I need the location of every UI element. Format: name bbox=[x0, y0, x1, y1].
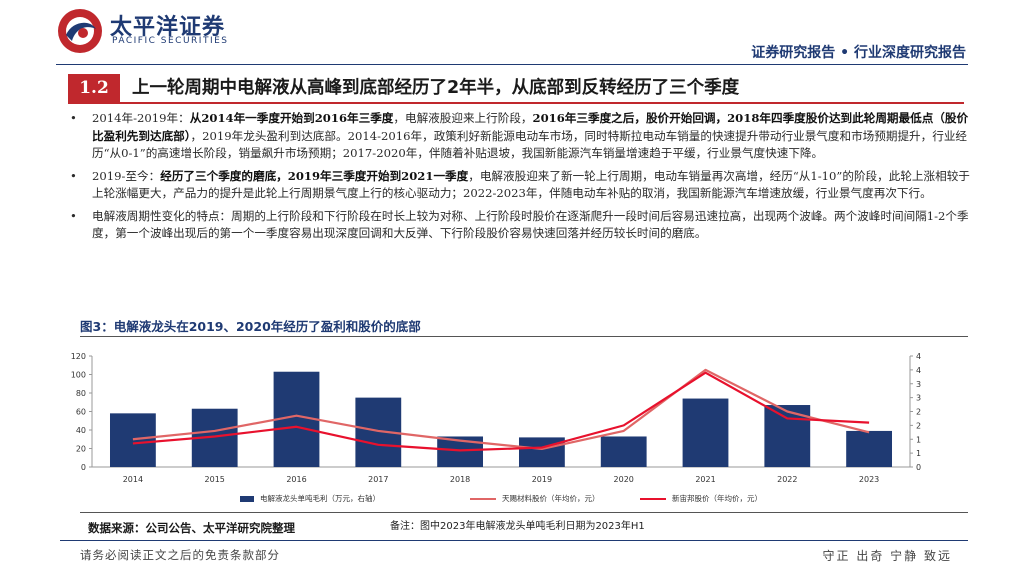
left-tick-label: 0 bbox=[81, 463, 86, 472]
x-tick-label: 2023 bbox=[859, 475, 879, 484]
legend-item: 电解液龙头单吨毛利（万元，右轴） bbox=[240, 493, 380, 504]
section-heading: 1.2 上一轮周期中电解液从高峰到底部经历了2年半，从底部到反转经历了三个季度 bbox=[68, 72, 964, 104]
x-tick-label: 2016 bbox=[286, 475, 306, 484]
section-title: 上一轮周期中电解液从高峰到底部经历了2年半，从底部到反转经历了三个季度 bbox=[132, 78, 740, 98]
bar bbox=[600, 436, 647, 467]
series-line bbox=[132, 368, 870, 451]
bullet-text: 电解液周期性变化的特点：周期的上行阶段和下行阶段在时长上较为对称、上行阶段时股价… bbox=[92, 208, 969, 241]
bar bbox=[764, 405, 811, 467]
bullet-text-bold: 2016年三季度之后，股价开始回调，2018年四季度股价达到此轮周期最低点（股价… bbox=[92, 111, 969, 143]
right-tick-label: 2 bbox=[916, 408, 921, 417]
brand-name-cn: 太平洋证券 bbox=[110, 15, 226, 40]
bullet-text-bold: 经历了三个季度的磨底，2019年三季度开始到2021一季度 bbox=[160, 168, 469, 183]
left-tick-label: 100 bbox=[71, 371, 86, 380]
legend-label: 新宙邦股价（年均价，元） bbox=[672, 494, 762, 503]
x-tick-label: 2014 bbox=[123, 475, 143, 484]
report-type-label: 证券研究报告 • 行业深度研究报告 bbox=[751, 45, 966, 61]
legend-swatch bbox=[240, 495, 254, 502]
data-source: 数据来源：公司公告、太平洋研究院整理 bbox=[88, 521, 295, 535]
legend-swatch bbox=[470, 497, 496, 500]
report-header: 太平洋证券 PACIFIC SECURITIES 证券研究报告 • 行业深度研究… bbox=[0, 0, 1024, 70]
legend-label: 天赐材料股价（年均价，元） bbox=[502, 494, 600, 503]
series-line bbox=[132, 371, 870, 452]
bullet-item: 电解液周期性变化的特点：周期的上行阶段和下行阶段在时长上较为对称、上行阶段时股价… bbox=[60, 208, 978, 243]
figure-caption-divider bbox=[80, 336, 968, 337]
bullet-text: ，电解液股迎来上行阶段， bbox=[393, 111, 533, 125]
right-tick-label: 2 bbox=[916, 421, 921, 430]
legend-swatch bbox=[640, 497, 666, 500]
right-tick-label: 4 bbox=[916, 366, 921, 375]
pacific-securities-logo-icon bbox=[58, 9, 102, 53]
right-tick-label: 3 bbox=[916, 380, 921, 389]
right-tick-label: 4 bbox=[916, 352, 921, 361]
figure-note: 备注：图中2023年电解液龙头单吨毛利日期为2023年H1 bbox=[390, 521, 645, 532]
bullet-item: 2019-至今：经历了三个季度的磨底，2019年三季度开始到2021一季度，电解… bbox=[60, 168, 978, 203]
legend-label: 电解液龙头单吨毛利（万元，右轴） bbox=[260, 494, 380, 503]
legend-item: 天赐材料股价（年均价，元） bbox=[470, 493, 600, 504]
chart-container: 0 20 40 60 80 100 120 0 1 1 2 2 3 3 4 4 2014 2015 2016 2017… bbox=[0, 340, 1024, 515]
x-tick-label: 2015 bbox=[205, 475, 225, 484]
x-tick-label: 2022 bbox=[777, 475, 797, 484]
left-tick-label: 20 bbox=[76, 445, 86, 454]
figure-footer-divider bbox=[80, 512, 968, 513]
right-tick-label: 0 bbox=[916, 463, 921, 472]
slogan: 守正 出奇 宁静 致远 bbox=[822, 549, 952, 563]
bullet-text: 2019-至今： bbox=[92, 168, 161, 183]
right-tick-label: 3 bbox=[916, 394, 921, 403]
bullet-item: 2014年-2019年：从2014年一季度开始到2016年三季度，电解液股迎来上… bbox=[60, 110, 978, 163]
legend-item: 新宙邦股价（年均价，元） bbox=[640, 493, 762, 504]
combo-chart: 0 20 40 60 80 100 120 0 1 1 2 2 3 3 4 4 2014 2015 2016 2017… bbox=[71, 352, 921, 484]
bar bbox=[846, 430, 893, 467]
bullet-text: 2014年-2019年： bbox=[92, 111, 190, 125]
section-number: 1.2 bbox=[68, 74, 120, 102]
page-footer-divider bbox=[60, 540, 968, 541]
x-tick-label: 2018 bbox=[450, 475, 470, 484]
brand-name-en: PACIFIC SECURITIES bbox=[112, 36, 229, 46]
left-tick-label: 120 bbox=[71, 352, 86, 361]
bar bbox=[518, 437, 565, 467]
disclaimer: 请务必阅读正文之后的免责条款部分 bbox=[80, 548, 280, 562]
right-tick-label: 1 bbox=[916, 435, 921, 444]
bullet-text: ，电解液股迎来了新一轮上行周期，电动车销量再次高增，经历“从1-10”的阶段，此… bbox=[92, 168, 970, 201]
bullet-text-bold: 从2014年一季度开始到2016年三季度 bbox=[189, 111, 394, 125]
x-tick-label: 2020 bbox=[614, 475, 634, 484]
x-tick-label: 2017 bbox=[368, 475, 388, 484]
chart-legend: 电解液龙头单吨毛利（万元，右轴） 天赐材料股价（年均价，元） 新宙邦股价（年均价，元… bbox=[0, 493, 1024, 507]
right-tick-label: 1 bbox=[916, 449, 921, 458]
left-tick-label: 40 bbox=[76, 426, 86, 435]
left-tick-label: 80 bbox=[76, 389, 86, 398]
header-divider bbox=[56, 64, 968, 65]
figure-caption: 图3：电解液龙头在2019、2020年经历了盈利和股价的底部 bbox=[80, 319, 421, 334]
left-tick-label: 60 bbox=[76, 408, 86, 417]
x-tick-label: 2021 bbox=[695, 475, 715, 484]
bullet-text: ，2019年龙头盈利到达底部。2014-2016年，政策利好新能源电动车市场，同… bbox=[92, 128, 968, 161]
x-tick-label: 2019 bbox=[532, 475, 552, 484]
bar bbox=[682, 398, 729, 467]
bullet-list: 2014年-2019年：从2014年一季度开始到2016年三季度，电解液股迎来上… bbox=[60, 110, 978, 248]
bar bbox=[109, 413, 156, 467]
